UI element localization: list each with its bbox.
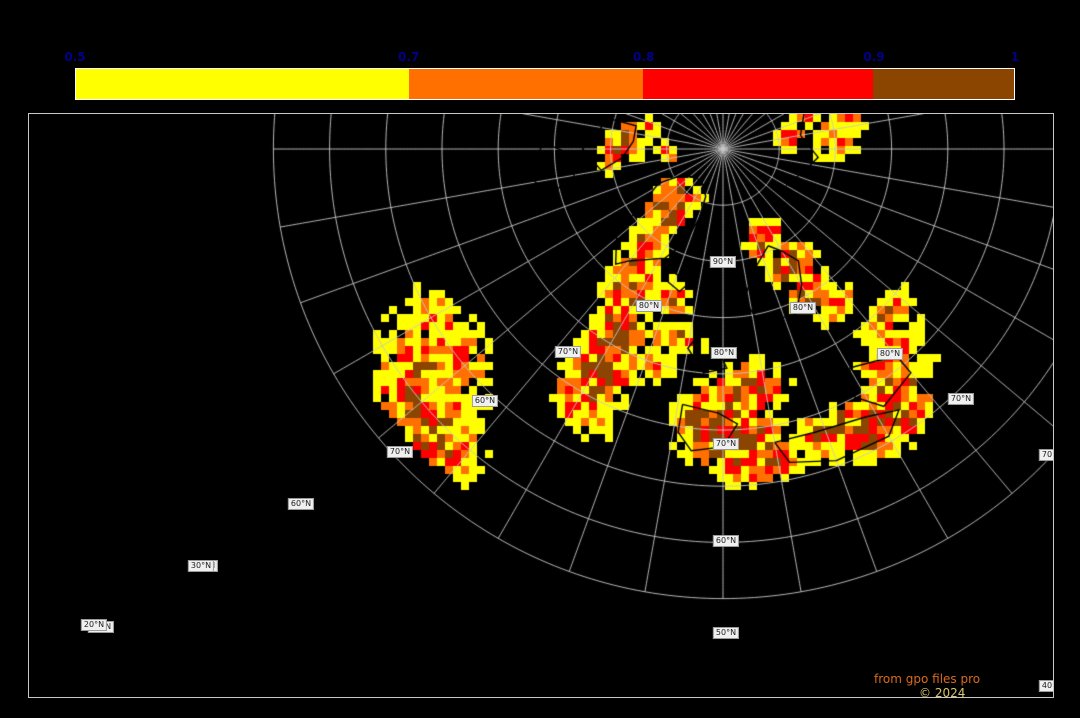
map-right-label-3: 60°E bbox=[1053, 457, 1054, 471]
map-bottom-label-2: 30°W bbox=[392, 697, 420, 698]
colorbar-segment-1 bbox=[408, 69, 644, 99]
map-inner-label-7: 70°N bbox=[386, 446, 414, 458]
map-inner-label-3: 80°N bbox=[789, 302, 817, 314]
map-bottom-label-8: 30°E bbox=[1028, 697, 1053, 698]
map-inner-label-4: 80°N bbox=[876, 348, 904, 360]
map-inner-label-8: 70°N bbox=[947, 393, 975, 405]
map-left-label-2: 70°W bbox=[28, 502, 29, 516]
map-top-label-11: 110°E bbox=[814, 113, 844, 114]
colorbar-tick-1: 0.7 bbox=[398, 50, 420, 64]
map-inner-label-2: 80°N bbox=[635, 300, 663, 312]
map-bottom-label-1: 40°W bbox=[246, 697, 274, 698]
map-right-label-2: 70°E bbox=[1053, 388, 1054, 402]
map-right-label-1: 80°E bbox=[1053, 321, 1054, 335]
map-data-layer bbox=[29, 114, 1053, 697]
colorbar-segment-2 bbox=[643, 69, 874, 99]
map-inner-label-0: 90°N bbox=[709, 256, 737, 268]
map-left-label-0: 90°W bbox=[28, 258, 29, 272]
map-inner-label-17: 30°N bbox=[187, 560, 215, 572]
map-right-label-0: 90°E bbox=[1053, 260, 1054, 274]
map-inner-label-11: 60°N bbox=[287, 498, 315, 510]
colorbar-tick-4: 1 bbox=[1010, 50, 1020, 64]
map-left-label-1: 80°W bbox=[28, 378, 29, 392]
map-inner-label-5: 70°N bbox=[712, 438, 740, 450]
map-left-label-3: 60°W bbox=[28, 644, 29, 658]
map-inner-label-10: 60°N bbox=[712, 535, 740, 547]
colorbar-tick-3: 0.9 bbox=[863, 50, 885, 64]
map-inner-label-13: 50°N bbox=[712, 627, 740, 639]
map-bottom-label-0: 50°W bbox=[50, 697, 78, 698]
map-right-label-5: 40°E bbox=[1053, 682, 1054, 696]
map-inner-label-1: 80°N bbox=[710, 347, 738, 359]
map-inner-label-16: 40°N bbox=[1038, 680, 1053, 692]
colorbar-tick-0: 0.5 bbox=[64, 50, 86, 64]
colorbar-tick-2: 0.8 bbox=[633, 50, 655, 64]
map-top-label-12: 100°E bbox=[895, 113, 925, 114]
colorbar bbox=[75, 68, 1015, 100]
colorbar-region: 0.5 0.7 0.8 0.9 1 bbox=[0, 0, 1080, 110]
map-top-label-0: 100°W bbox=[542, 113, 575, 114]
map-inner-label-9: 70°N bbox=[1038, 449, 1053, 461]
map-inner-label-12: 60°N bbox=[471, 395, 499, 407]
map-top-label-1: 110°W bbox=[634, 113, 667, 114]
map-bottom-label-7: 20°E bbox=[911, 697, 936, 698]
colorbar-segment-3 bbox=[873, 69, 1014, 99]
colorbar-segment-0 bbox=[76, 69, 409, 99]
map-inner-label-6: 70°N bbox=[554, 346, 582, 358]
map-bottom-label-4: 10°W bbox=[613, 697, 641, 698]
map-bottom-label-3: 20°W bbox=[515, 697, 543, 698]
map-plot-area: 100°W110°W120°W130°W150°170°W160°E150°E1… bbox=[28, 113, 1054, 698]
map-inner-label-19: 20°N bbox=[80, 619, 108, 631]
map-bottom-label-5: 0°W bbox=[710, 697, 733, 698]
map-bottom-label-6: 10°E bbox=[806, 697, 831, 698]
map-right-label-4: 50°E bbox=[1053, 547, 1054, 561]
